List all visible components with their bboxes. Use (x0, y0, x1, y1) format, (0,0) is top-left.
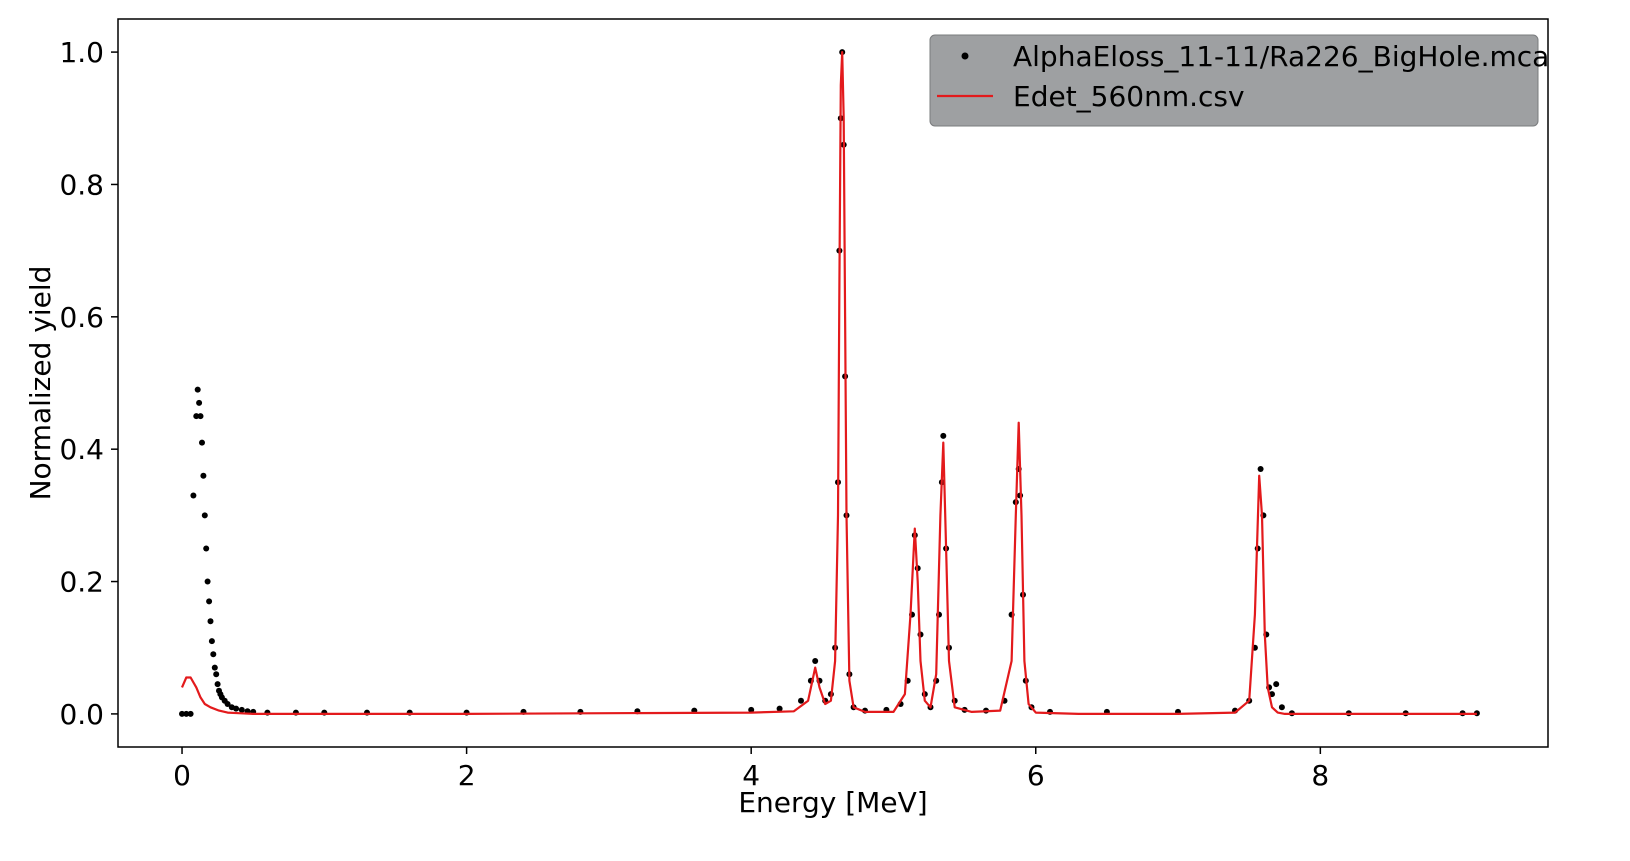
scatter-point (776, 705, 783, 712)
scatter-point (224, 701, 231, 707)
scatter-point (196, 399, 203, 406)
legend-box (929, 34, 1539, 127)
scatter-point (193, 413, 200, 420)
x-tick-label: 0 (173, 759, 191, 792)
x-axis: 0 2 4 6 8 (173, 747, 1329, 792)
plot-area (179, 49, 1480, 717)
y-tick-label: 0.0 (59, 698, 104, 731)
y-tick-label: 0.8 (59, 168, 104, 201)
scatter-point (210, 651, 217, 658)
scatter-point (812, 658, 819, 664)
scatter-point (199, 439, 205, 446)
x-tick-label: 4 (742, 759, 760, 792)
y-tick-label: 1.0 (59, 36, 104, 69)
scatter-point (1273, 681, 1280, 688)
x-tick-label: 6 (1027, 759, 1045, 792)
scatter-point (201, 512, 208, 519)
plot-frame (117, 18, 1549, 748)
y-tick-label: 0.2 (59, 566, 104, 599)
scatter-point (238, 706, 245, 713)
scatter-point (179, 710, 185, 717)
scatter-point (940, 432, 947, 439)
y-tick-label: 0.6 (59, 301, 104, 334)
x-axis-label: Energy [MeV] (738, 786, 927, 819)
scatter-point (194, 386, 201, 393)
x-tick-label: 2 (458, 759, 476, 792)
scatter-point (214, 681, 221, 688)
scatter-point (748, 706, 755, 713)
scatter-point (187, 710, 194, 717)
series-line (180, 50, 1477, 716)
scatter-point (233, 705, 240, 712)
scatter-point (206, 598, 213, 605)
x-tick-label: 8 (1311, 759, 1329, 792)
scatter-point (208, 638, 215, 645)
scatter-point (213, 671, 220, 678)
scatter-point (200, 472, 207, 479)
scatter-point (207, 618, 214, 625)
y-tick-label: 0.4 (59, 433, 104, 466)
scatter-point (204, 578, 211, 585)
legend-marker-scatter (961, 52, 969, 60)
scatter-point (798, 697, 804, 704)
y-axis-label: Normalized yield (24, 266, 57, 501)
scatter-point (211, 664, 218, 671)
legend-label-series-1: Edet_560nm.csv (1013, 80, 1245, 113)
scatter-point (1257, 466, 1264, 472)
scatter-point (1278, 704, 1285, 711)
scatter-point (197, 413, 204, 420)
legend-label-series-0: AlphaEloss_11-11/Ra226_BigHole.mca (1013, 40, 1549, 73)
y-axis: 0.0 0.2 0.4 0.6 0.8 1.0 (59, 36, 118, 731)
legend: AlphaEloss_11-11/Ra226_BigHole.mca Edet_… (929, 34, 1549, 127)
scatter-point (190, 492, 197, 499)
scatter-point (203, 545, 210, 552)
scatter-point (183, 710, 190, 717)
